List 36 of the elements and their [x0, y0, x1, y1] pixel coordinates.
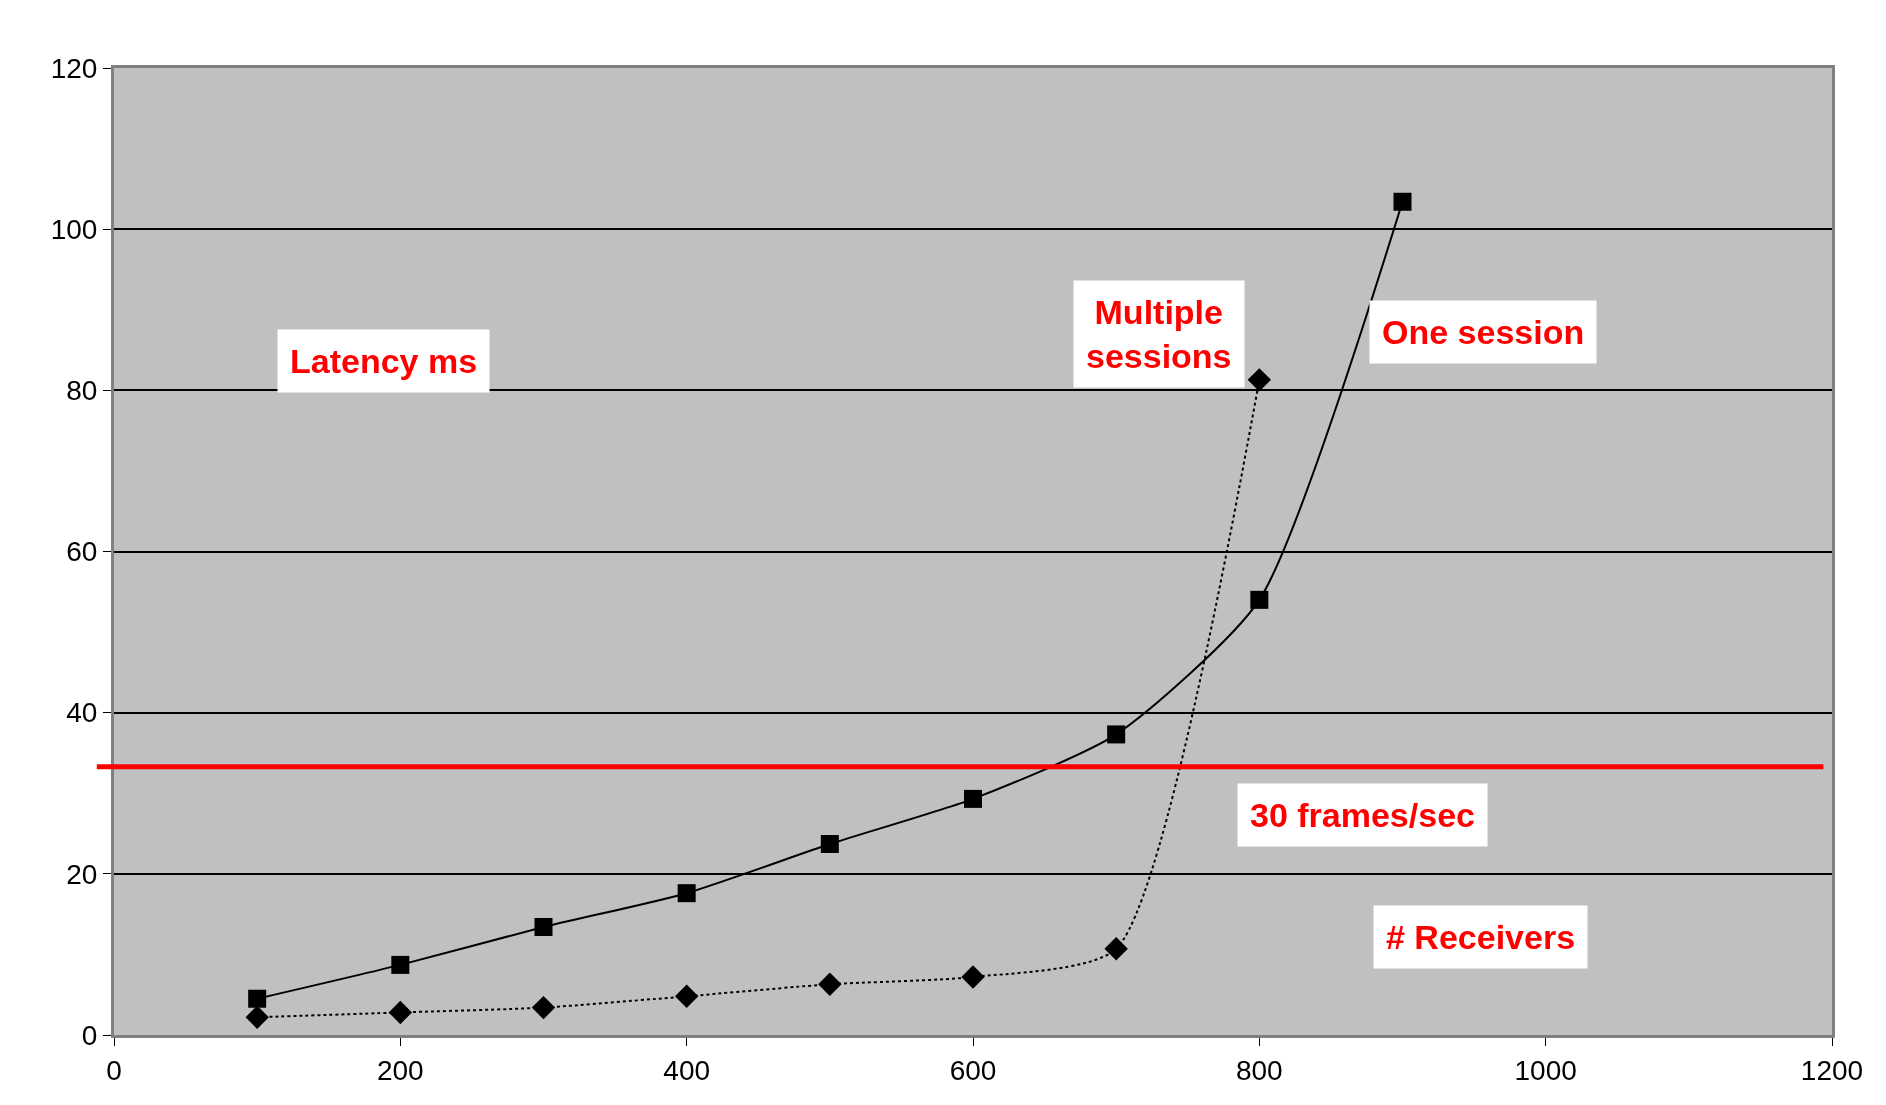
point — [531, 995, 556, 1020]
point — [1250, 590, 1269, 609]
y-tick-label: 60 — [66, 536, 98, 568]
ref-line-label: 30 frames/sec — [1250, 796, 1475, 834]
x-tick-label: 600 — [949, 1054, 997, 1086]
x-axis-title: # Receivers — [1386, 918, 1576, 956]
x-tick-label: 200 — [376, 1054, 424, 1086]
y-tick-label: 40 — [66, 697, 98, 729]
point — [1393, 192, 1412, 211]
y-tick-label: 100 — [50, 213, 98, 245]
point — [820, 835, 839, 854]
x-tick-label: 800 — [1235, 1054, 1283, 1086]
point — [964, 789, 982, 808]
y-tick-label: 20 — [66, 858, 98, 890]
point — [961, 965, 985, 989]
y-tick-label: 80 — [66, 375, 98, 407]
point — [391, 955, 410, 974]
x-tick-label: 1200 — [1800, 1054, 1864, 1086]
point — [1104, 937, 1128, 961]
x-tick-label: 0 — [106, 1054, 122, 1086]
point — [245, 1005, 269, 1029]
y-axis-title: Latency ms — [290, 342, 478, 380]
point — [1247, 368, 1272, 392]
point — [818, 972, 842, 996]
y-tick-label: 0 — [81, 1019, 98, 1051]
point — [388, 1000, 413, 1025]
x-tick-label: 400 — [663, 1054, 711, 1086]
point — [1107, 725, 1126, 744]
series-label: One session — [1382, 313, 1585, 351]
series-label: Multiple sessions — [1086, 293, 1232, 376]
point — [677, 884, 696, 903]
x-tick-label: 1000 — [1514, 1054, 1577, 1086]
point — [248, 989, 267, 1008]
point — [674, 984, 699, 1009]
point — [534, 918, 553, 937]
y-tick-label: 120 — [50, 52, 98, 84]
